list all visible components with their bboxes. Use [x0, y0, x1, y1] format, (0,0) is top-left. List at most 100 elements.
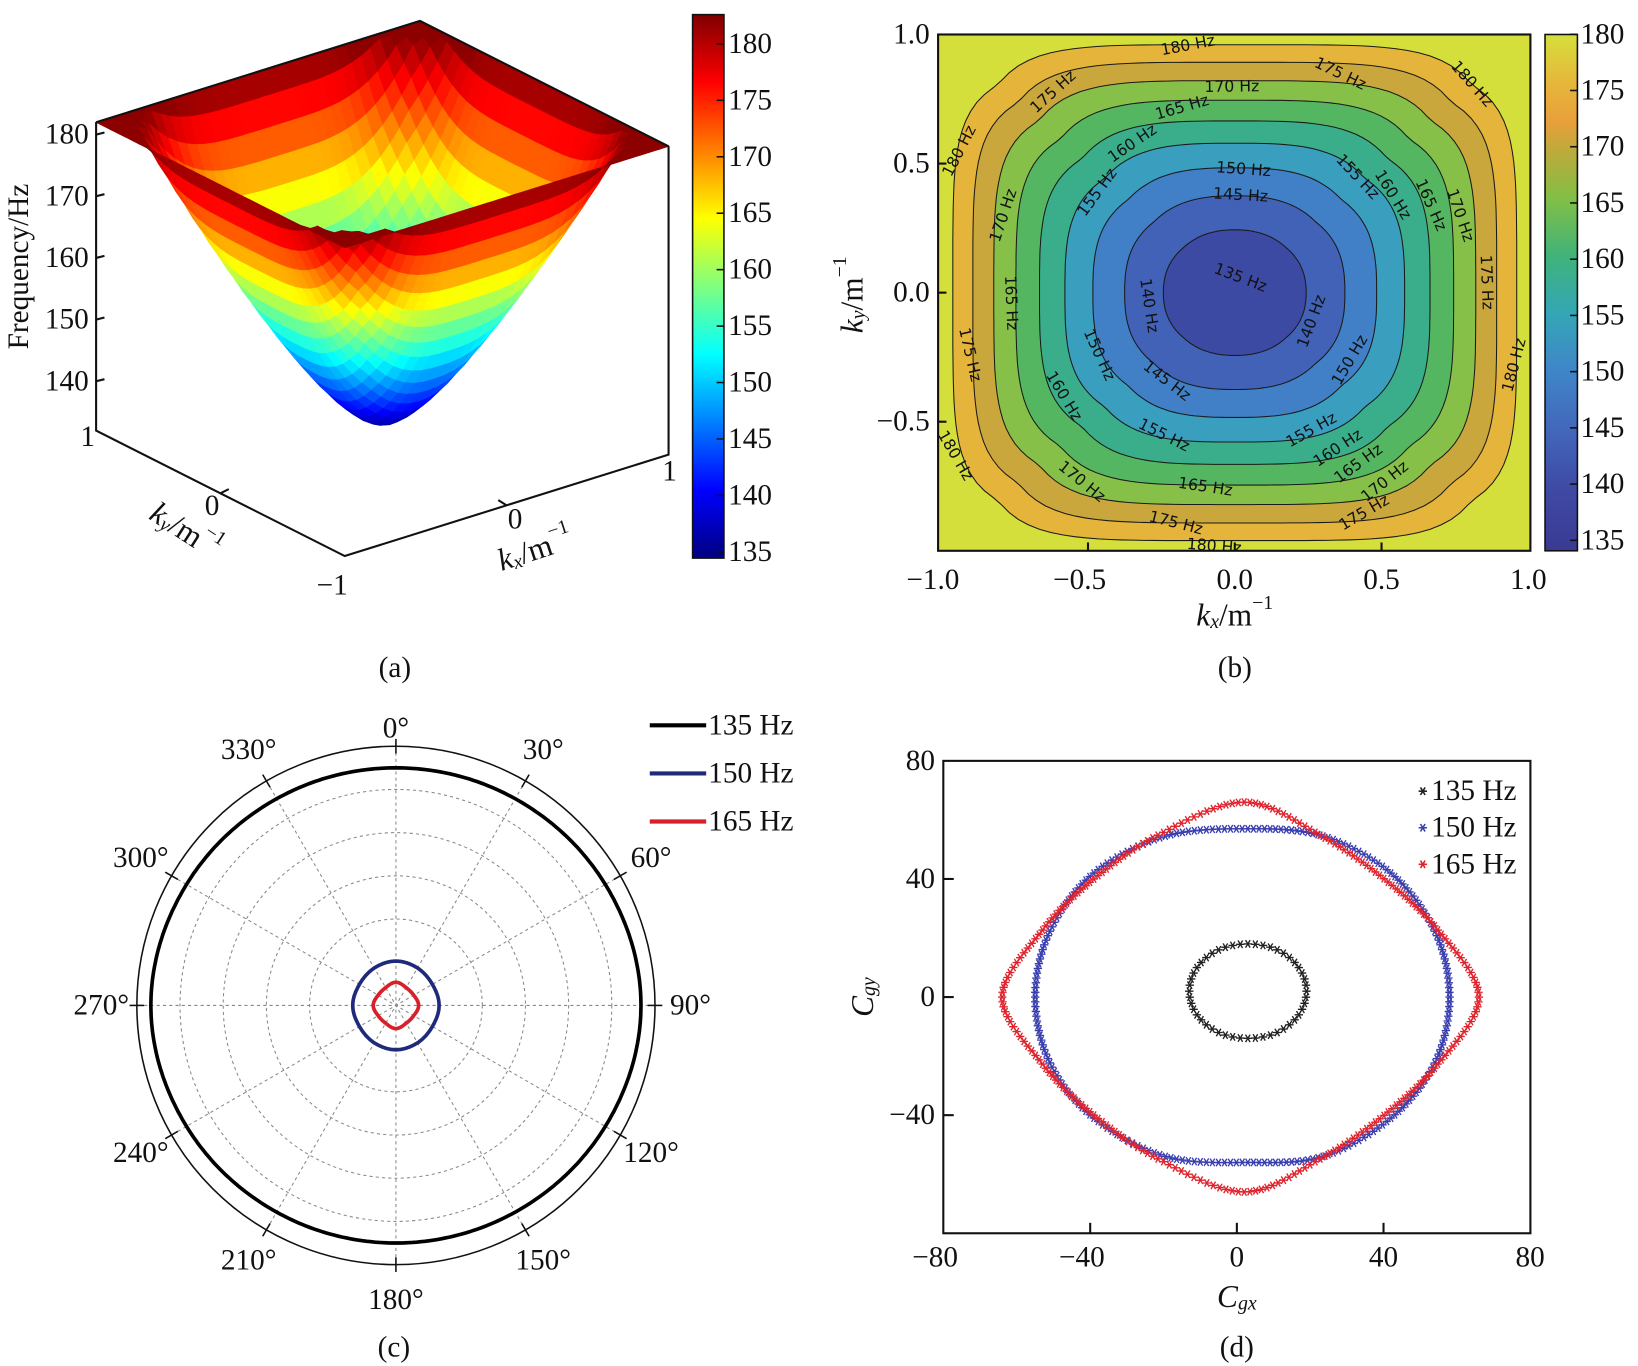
scatter-point — [1019, 1037, 1029, 1046]
scatter-point — [999, 1002, 1008, 1011]
scatter-point — [1440, 934, 1450, 943]
scatter-point — [1300, 999, 1309, 1008]
scatter-point — [1031, 997, 1040, 1006]
scatter-point — [1031, 978, 1041, 987]
scatter-point — [1257, 1185, 1266, 1194]
colorbar-tick-label: 140 — [1581, 468, 1625, 500]
scatter-point — [1440, 954, 1449, 964]
scatter-point — [1434, 1049, 1443, 1059]
x-tick-label: 80 — [1516, 1241, 1545, 1273]
angle-tick — [521, 774, 530, 788]
angle-label: 300° — [113, 842, 169, 874]
angle-tick — [262, 1223, 271, 1237]
contour-label: 170 Hz — [1204, 76, 1259, 96]
scatter-point — [1445, 983, 1454, 992]
scatter-point — [1031, 988, 1040, 997]
scatter-point — [1245, 1187, 1255, 1196]
scatter-point — [1033, 1021, 1043, 1030]
axis-label-unit: /m — [1219, 597, 1252, 632]
scatter-point — [1251, 799, 1260, 808]
x-axis-label: kx/m−1 — [1196, 592, 1273, 633]
scatter-point — [1178, 828, 1187, 837]
scatter-point — [1209, 1181, 1218, 1190]
angle-label: 210° — [221, 1245, 277, 1277]
angle-tick — [521, 1223, 530, 1237]
scatter-point — [1027, 1046, 1036, 1055]
axis-label-unit: /m — [834, 277, 869, 310]
axis-label-symbol: k — [1196, 597, 1211, 632]
scatter-point — [998, 997, 1007, 1006]
scatter-point — [1202, 807, 1212, 816]
contour-label: 165 Hz — [1001, 275, 1022, 331]
series-line-165-hz — [371, 980, 421, 1031]
scatter-point — [1085, 878, 1094, 887]
scatter-point — [1392, 1101, 1401, 1110]
scatter-point — [1386, 868, 1396, 878]
scatter-point — [1027, 939, 1036, 948]
scatter-point — [1390, 1110, 1399, 1119]
scatter-point — [1041, 1064, 1050, 1073]
angle-label: 180° — [368, 1284, 424, 1316]
scatter-point — [1228, 1032, 1237, 1042]
scatter-point — [1228, 799, 1237, 808]
scatter-point — [1034, 930, 1044, 939]
scatter-point — [1423, 913, 1432, 922]
scatter-point — [1473, 1002, 1482, 1011]
scatter-point — [1037, 1036, 1046, 1045]
scatter-point — [1437, 945, 1447, 954]
scatter-point — [1290, 958, 1299, 967]
scatter-point — [1048, 913, 1057, 923]
scatter-point — [1273, 945, 1282, 954]
colorbar-tick-label: 165 — [1581, 187, 1625, 219]
scatter-point — [1183, 815, 1192, 825]
scatter-point — [1202, 1178, 1212, 1188]
scatter-point — [1408, 1087, 1417, 1096]
scatter-point — [1445, 988, 1454, 997]
scatter-point — [1396, 1097, 1405, 1106]
caption-b: (b) — [1218, 652, 1252, 684]
scatter-point — [1394, 1107, 1403, 1116]
scatter-point — [1243, 1034, 1253, 1043]
y-tick-label: −1 — [317, 569, 348, 601]
scatter-point — [1448, 943, 1458, 953]
scatter-point — [1262, 802, 1272, 811]
scatter-point — [1474, 992, 1484, 1002]
scatter-point — [1040, 1045, 1049, 1054]
scatter-point — [1165, 825, 1174, 834]
scatter-point — [1236, 940, 1245, 949]
x-tick-label: 40 — [1369, 1241, 1398, 1273]
scatter-point — [1221, 943, 1230, 952]
z-tick — [95, 378, 105, 383]
scatter-point — [1436, 940, 1445, 949]
scatter-point — [1161, 1152, 1170, 1161]
x-tick-label: 0.5 — [1363, 564, 1400, 596]
scatter-point — [1434, 936, 1443, 945]
scatter-point — [1055, 1079, 1064, 1088]
colorbar-tick-label: 155 — [1581, 299, 1625, 331]
scatter-point — [1469, 973, 1478, 982]
scatter-point — [1166, 1153, 1176, 1163]
scatter-point — [1228, 941, 1237, 950]
y-tick-label: 80 — [906, 745, 935, 777]
scatter-point — [1005, 1017, 1015, 1026]
legend-label: 165 Hz — [1431, 848, 1516, 880]
scatter-point — [1437, 930, 1446, 939]
x-tick-label: 0 — [508, 503, 523, 535]
y-tick-label: 0.5 — [893, 148, 930, 180]
scatter-point — [1445, 992, 1454, 1002]
scatter-point — [1426, 917, 1436, 926]
y-tick-label: 1 — [80, 421, 95, 453]
scatter-point — [1437, 1055, 1446, 1064]
scatter-point — [1436, 1045, 1445, 1054]
scatter-point — [1177, 1166, 1186, 1176]
legend-marker — [1418, 860, 1427, 869]
scatter-point — [1469, 1012, 1478, 1021]
scatter-point — [1301, 993, 1311, 1002]
scatter-point — [1440, 1031, 1449, 1040]
scatter-point — [1257, 800, 1266, 809]
scatter-point — [1440, 1051, 1450, 1060]
scatter-point — [1081, 1104, 1090, 1113]
scatter-point — [1445, 997, 1454, 1006]
radial-gridline — [179, 788, 613, 1222]
